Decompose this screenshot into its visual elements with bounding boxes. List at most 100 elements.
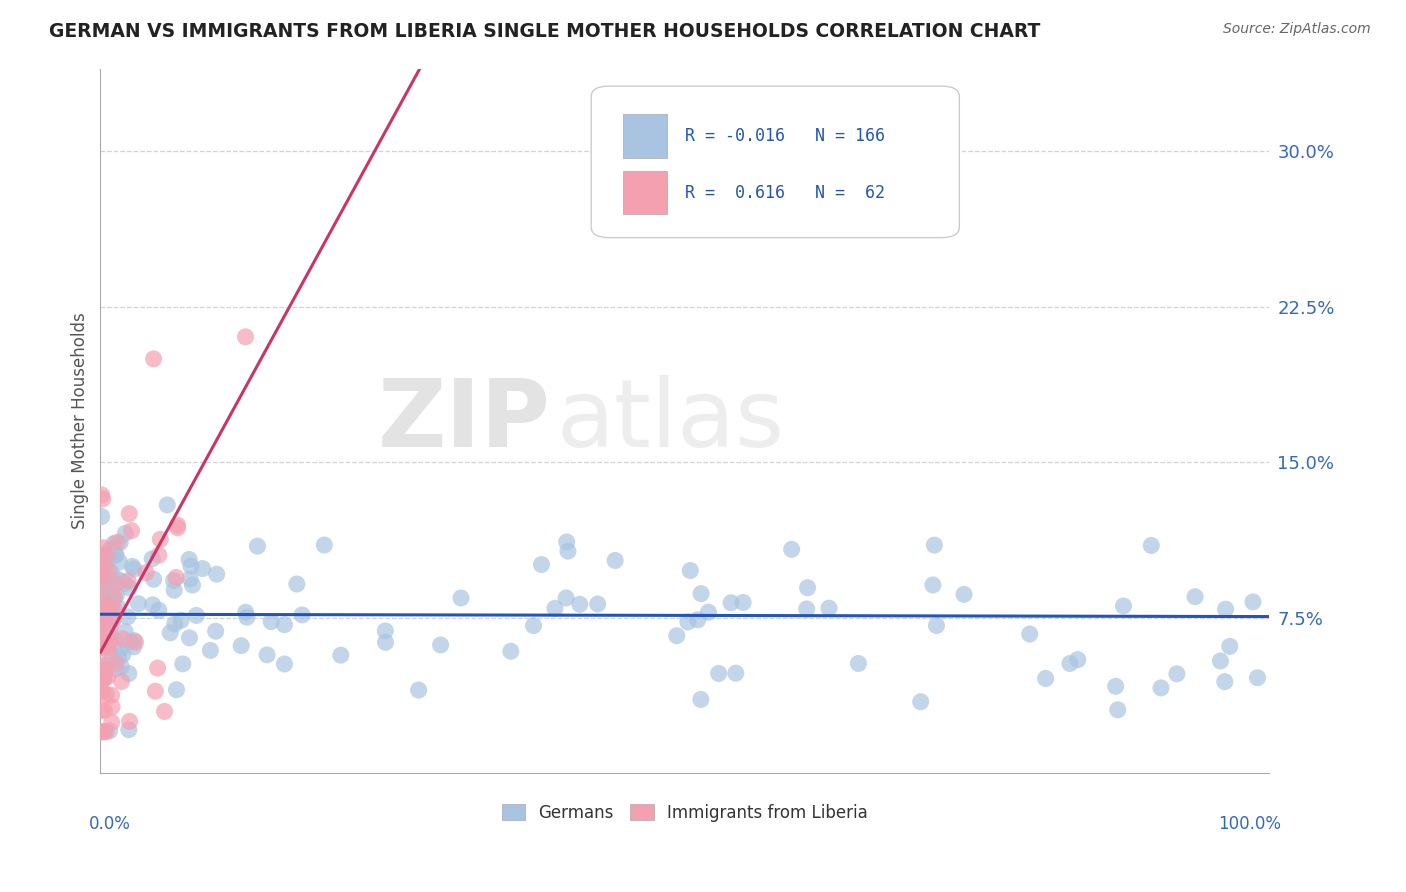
Point: [103, 590, 125, 604]
Point: [103, 536, 125, 550]
Point: [94, 574, 117, 589]
Point: [91, 491, 114, 506]
Point: [924, 538, 946, 552]
Point: [93, 703, 115, 717]
Point: [149, 533, 172, 547]
Point: [118, 666, 141, 681]
Point: [235, 330, 257, 344]
Point: [121, 524, 143, 538]
Point: [1035, 672, 1057, 686]
Point: [1184, 590, 1206, 604]
Point: [1215, 602, 1237, 616]
FancyBboxPatch shape: [623, 114, 668, 158]
Point: [124, 635, 146, 649]
Point: [94, 658, 117, 673]
Point: [90, 682, 112, 697]
Point: [114, 526, 136, 541]
Point: [97, 644, 120, 658]
Point: [96, 640, 118, 654]
Point: [724, 666, 747, 681]
Point: [1241, 595, 1264, 609]
Point: [148, 603, 170, 617]
Point: [100, 601, 122, 615]
Point: [1150, 681, 1173, 695]
Point: [90, 591, 112, 606]
Point: [90, 509, 112, 524]
Point: [179, 572, 201, 586]
Point: [90, 724, 112, 739]
Point: [117, 574, 139, 588]
Point: [108, 650, 131, 665]
Point: [676, 615, 699, 629]
Point: [1209, 654, 1232, 668]
Point: [142, 351, 165, 366]
Point: [89, 619, 111, 633]
Point: [200, 643, 222, 657]
Point: [100, 590, 122, 604]
Point: [90, 561, 112, 575]
Point: [89, 574, 111, 588]
Point: [100, 633, 122, 648]
Point: [105, 572, 128, 586]
Text: GERMAN VS IMMIGRANTS FROM LIBERIA SINGLE MOTHER HOUSEHOLDS CORRELATION CHART: GERMAN VS IMMIGRANTS FROM LIBERIA SINGLE…: [49, 22, 1040, 41]
Point: [1018, 627, 1040, 641]
Point: [117, 610, 139, 624]
Y-axis label: Single Mother Households: Single Mother Households: [72, 312, 89, 529]
Point: [1107, 703, 1129, 717]
Point: [90, 488, 112, 502]
Point: [93, 630, 115, 644]
Point: [166, 521, 188, 535]
Point: [94, 724, 117, 739]
Point: [408, 683, 430, 698]
Point: [170, 614, 193, 628]
Point: [148, 548, 170, 562]
Legend: Germans, Immigrants from Liberia: Germans, Immigrants from Liberia: [495, 797, 875, 829]
Point: [93, 670, 115, 684]
Point: [127, 597, 149, 611]
Point: [314, 538, 336, 552]
Point: [97, 547, 120, 561]
Point: [111, 648, 134, 662]
Point: [97, 638, 120, 652]
Point: [686, 613, 709, 627]
Point: [110, 674, 132, 689]
Point: [291, 607, 314, 622]
Point: [105, 662, 128, 676]
Point: [114, 624, 136, 639]
Point: [146, 661, 169, 675]
Point: [111, 574, 134, 589]
Point: [555, 591, 578, 605]
Point: [90, 614, 112, 628]
Point: [1219, 640, 1241, 654]
Point: [90, 613, 112, 627]
Point: [93, 560, 115, 574]
Point: [101, 613, 124, 627]
Point: [98, 542, 121, 557]
Point: [89, 601, 111, 615]
Point: [910, 695, 932, 709]
Point: [90, 637, 112, 651]
Point: [105, 535, 128, 549]
Point: [90, 615, 112, 630]
Point: [104, 577, 127, 591]
Point: [89, 571, 111, 585]
Point: [100, 688, 122, 702]
Point: [98, 621, 121, 635]
Point: [100, 715, 122, 730]
Point: [103, 611, 125, 625]
Point: [1105, 679, 1128, 693]
Point: [104, 548, 127, 562]
Point: [89, 627, 111, 641]
Point: [163, 583, 186, 598]
Point: [374, 635, 396, 649]
Point: [101, 613, 124, 627]
Point: [1112, 599, 1135, 613]
Point: [90, 640, 112, 655]
Point: [522, 618, 544, 632]
Text: Source: ZipAtlas.com: Source: ZipAtlas.com: [1223, 22, 1371, 37]
Point: [163, 617, 186, 632]
Point: [94, 563, 117, 577]
Point: [544, 601, 567, 615]
Point: [118, 723, 141, 737]
Point: [121, 559, 143, 574]
